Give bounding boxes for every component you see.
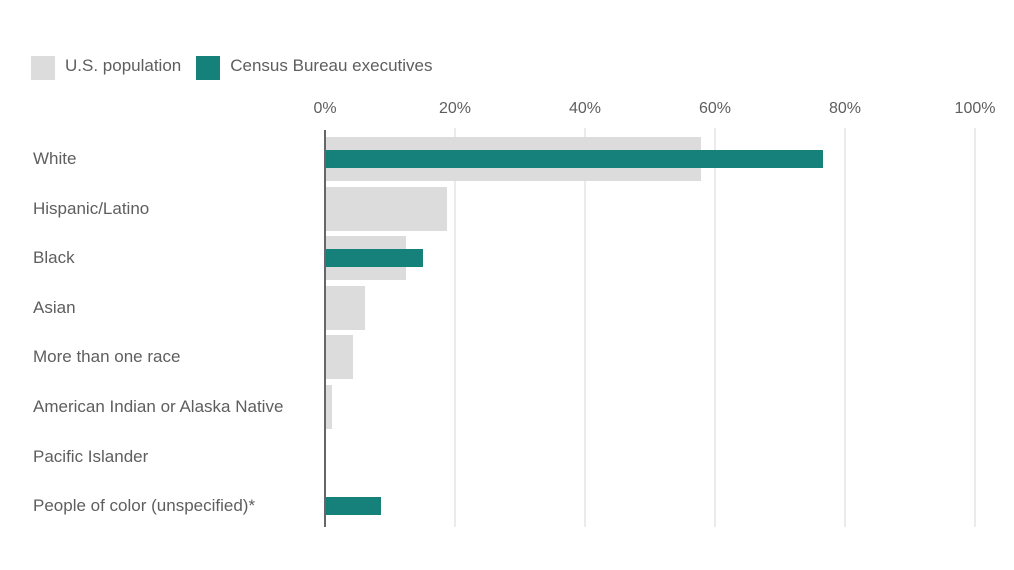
legend-item-census-executives: Census Bureau executives	[196, 56, 432, 80]
x-tick-label: 100%	[954, 100, 996, 117]
bar-census-executives	[325, 249, 424, 268]
category-label: American Indian or Alaska Native	[33, 397, 284, 416]
bar-us-population	[325, 186, 447, 231]
x-tick-label: 0%	[313, 100, 337, 117]
gridline	[714, 128, 716, 527]
category-label: Black	[33, 248, 75, 268]
legend-item-us-population: U.S. population	[31, 56, 181, 80]
bar-us-population	[325, 385, 332, 429]
legend-swatch-us-population	[31, 56, 55, 80]
gridline	[974, 128, 976, 527]
zero-baseline	[324, 130, 326, 527]
category-label: More than one race	[33, 347, 181, 367]
x-tick-label: 40%	[568, 100, 602, 117]
category-label: People of color (unspecified)*	[33, 496, 256, 516]
legend-swatch-census-executives	[196, 56, 221, 80]
legend-label: Census Bureau executives	[230, 56, 433, 75]
bar-census-executives	[325, 150, 823, 168]
category-label: Asian	[33, 297, 76, 317]
gridline	[454, 128, 456, 527]
x-tick-label: 20%	[438, 100, 472, 117]
legend: U.S. population Census Bureau executives	[31, 56, 447, 80]
x-tick-label: 60%	[698, 100, 732, 117]
bar-us-population	[325, 335, 353, 380]
category-label: Pacific Islander	[33, 446, 149, 466]
bar-census-executives	[325, 497, 381, 516]
gridline	[584, 128, 586, 527]
legend-label: U.S. population	[65, 56, 182, 75]
category-label: Hispanic/Latino	[33, 198, 150, 218]
x-tick-label: 80%	[828, 100, 862, 117]
bar-us-population	[325, 285, 365, 330]
gridline	[844, 128, 846, 527]
plot-area: 0% 20% 40% 60% 80% 100%	[313, 95, 995, 535]
category-label: White	[33, 149, 77, 168]
